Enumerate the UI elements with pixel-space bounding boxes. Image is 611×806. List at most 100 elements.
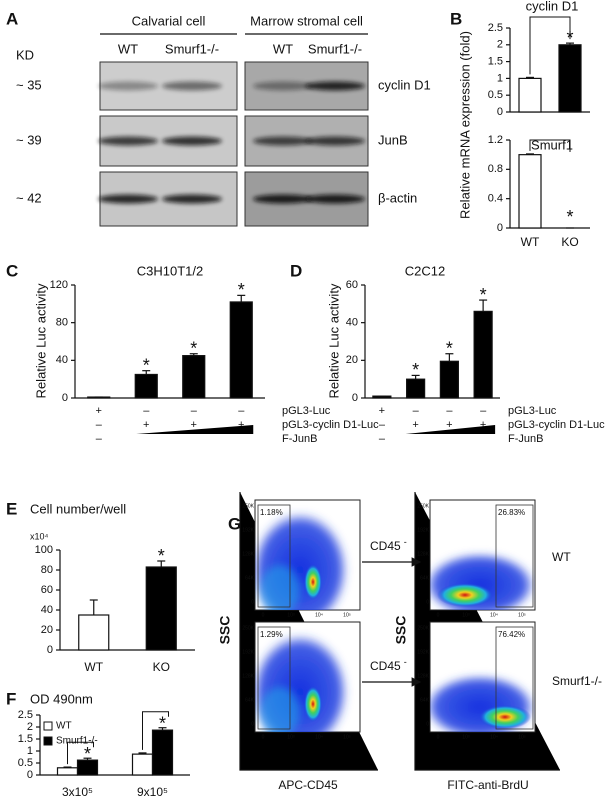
chart-title: Smurf1 [531, 137, 573, 152]
condition-sign: – [379, 433, 386, 445]
gate-sign: - [404, 537, 407, 547]
y-tick-label: 0 [352, 392, 358, 404]
flow-x-tick: 0 [437, 734, 440, 740]
significance-star: * [566, 28, 573, 48]
flow-x-tick: 10⁴ [490, 734, 498, 740]
x-tick-label: WT [521, 235, 540, 249]
bar [56, 767, 79, 776]
error-bar [237, 294, 246, 302]
bracket [67, 741, 94, 765]
flow-y-tick: 250K [417, 503, 429, 509]
y-tick-label: 40 [346, 317, 358, 329]
y-tick-label: 80 [41, 564, 53, 576]
bar [518, 77, 542, 113]
y-tick-label: 20 [346, 354, 358, 366]
y-tick-label: 0.5 [18, 757, 33, 769]
condition-sign: + [412, 419, 418, 431]
flow-y-tick: 128K [242, 673, 254, 679]
protein-label: β-actin [378, 190, 417, 205]
flow-y-tick: 192K [242, 649, 254, 655]
gate-percent: 76.42% [498, 630, 525, 639]
bar [558, 44, 582, 113]
flow-y-tick: 250K [242, 625, 254, 631]
condition-sign: – [413, 405, 420, 417]
y-tick-label: 80 [56, 317, 68, 329]
y-tick-label: 0 [497, 106, 503, 118]
y-tick-label: 2 [27, 721, 33, 733]
group-title: Marrow stromal cell [250, 13, 363, 28]
condition-sign: + [480, 419, 486, 431]
bracket [529, 139, 571, 152]
gate [257, 626, 291, 730]
condition-label: pGL3-cyclin D1-Luc [508, 419, 605, 431]
y-axis-label: Relative Luc activity [33, 283, 48, 398]
blot-band [162, 136, 222, 146]
y-tick-label: 0 [497, 222, 503, 234]
error-bar [526, 76, 534, 79]
y-tick-label: 120 [50, 279, 68, 291]
mw-label: ~ 35 [16, 77, 42, 92]
protein-label: cyclin D1 [378, 77, 431, 92]
blot-band [305, 194, 365, 204]
significance-star: * [84, 744, 91, 764]
bar [134, 373, 158, 399]
flow-x-tick: 10³ [287, 612, 295, 618]
chart-title: Cell number/well [30, 501, 126, 516]
flow-y-tick: 64K [245, 697, 255, 703]
blot-band [98, 81, 158, 91]
flow-y-tick: 192K [417, 527, 429, 533]
blot-band [162, 81, 222, 91]
flow-y-tick: 64K [245, 575, 255, 581]
dose-triangle [136, 425, 254, 434]
lane-label: WT [273, 41, 293, 56]
significance-star: * [412, 360, 419, 380]
blot-band [253, 194, 313, 204]
y-tick-label: 0.4 [488, 193, 503, 205]
genotype: Smurf1-/- [552, 674, 602, 688]
flow-y-label: SSC [393, 616, 409, 645]
blot-band [253, 81, 313, 91]
condition-label: F-JunB [508, 433, 543, 445]
gate-name: CD45 [370, 539, 401, 553]
condition-sign: – [143, 405, 150, 417]
significance-star: * [159, 713, 166, 733]
flow-density [430, 675, 535, 732]
error-bar [83, 757, 92, 761]
x-tick-label: 9x10⁵ [137, 785, 168, 799]
cloud [260, 565, 300, 610]
hotspot [304, 564, 322, 600]
flow-y-tick: 192K [417, 649, 429, 655]
mw-label: ~ 39 [16, 132, 42, 147]
bar [182, 355, 206, 399]
bar [78, 614, 110, 651]
y-tick-label: 0 [62, 392, 68, 404]
y-tick-label: 0.5 [488, 89, 503, 101]
error-bar [142, 370, 151, 375]
gate-text: CD45- [370, 657, 407, 673]
legend-label: WT [56, 721, 72, 732]
bar [518, 154, 542, 229]
flow-x-tick: 0 [262, 612, 265, 618]
flow-x-label: FITC-anti-BrdU [447, 778, 528, 792]
bar [439, 360, 459, 399]
y-tick-label: 0 [27, 769, 33, 781]
dose-triangle [405, 425, 496, 434]
error-bar [138, 752, 147, 755]
y-tick-label: 1.2 [488, 134, 503, 146]
flow-density [430, 553, 535, 610]
error-bar [479, 299, 488, 312]
condition-sign: – [379, 419, 386, 431]
flow-y-tick: 64K [420, 697, 430, 703]
legend-label: Smurf1-/- [56, 736, 98, 747]
y-tick-label: 1.5 [18, 733, 33, 745]
y-tick-label: 2.5 [488, 22, 503, 34]
hotspot [479, 705, 531, 729]
flow-x-tick: 10⁵ [518, 734, 526, 740]
error-bar [89, 599, 98, 615]
error-bar [411, 374, 420, 380]
gate-percent: 1.18% [260, 508, 283, 517]
y-tick-label: 40 [41, 604, 53, 616]
legend-swatch [43, 721, 53, 731]
